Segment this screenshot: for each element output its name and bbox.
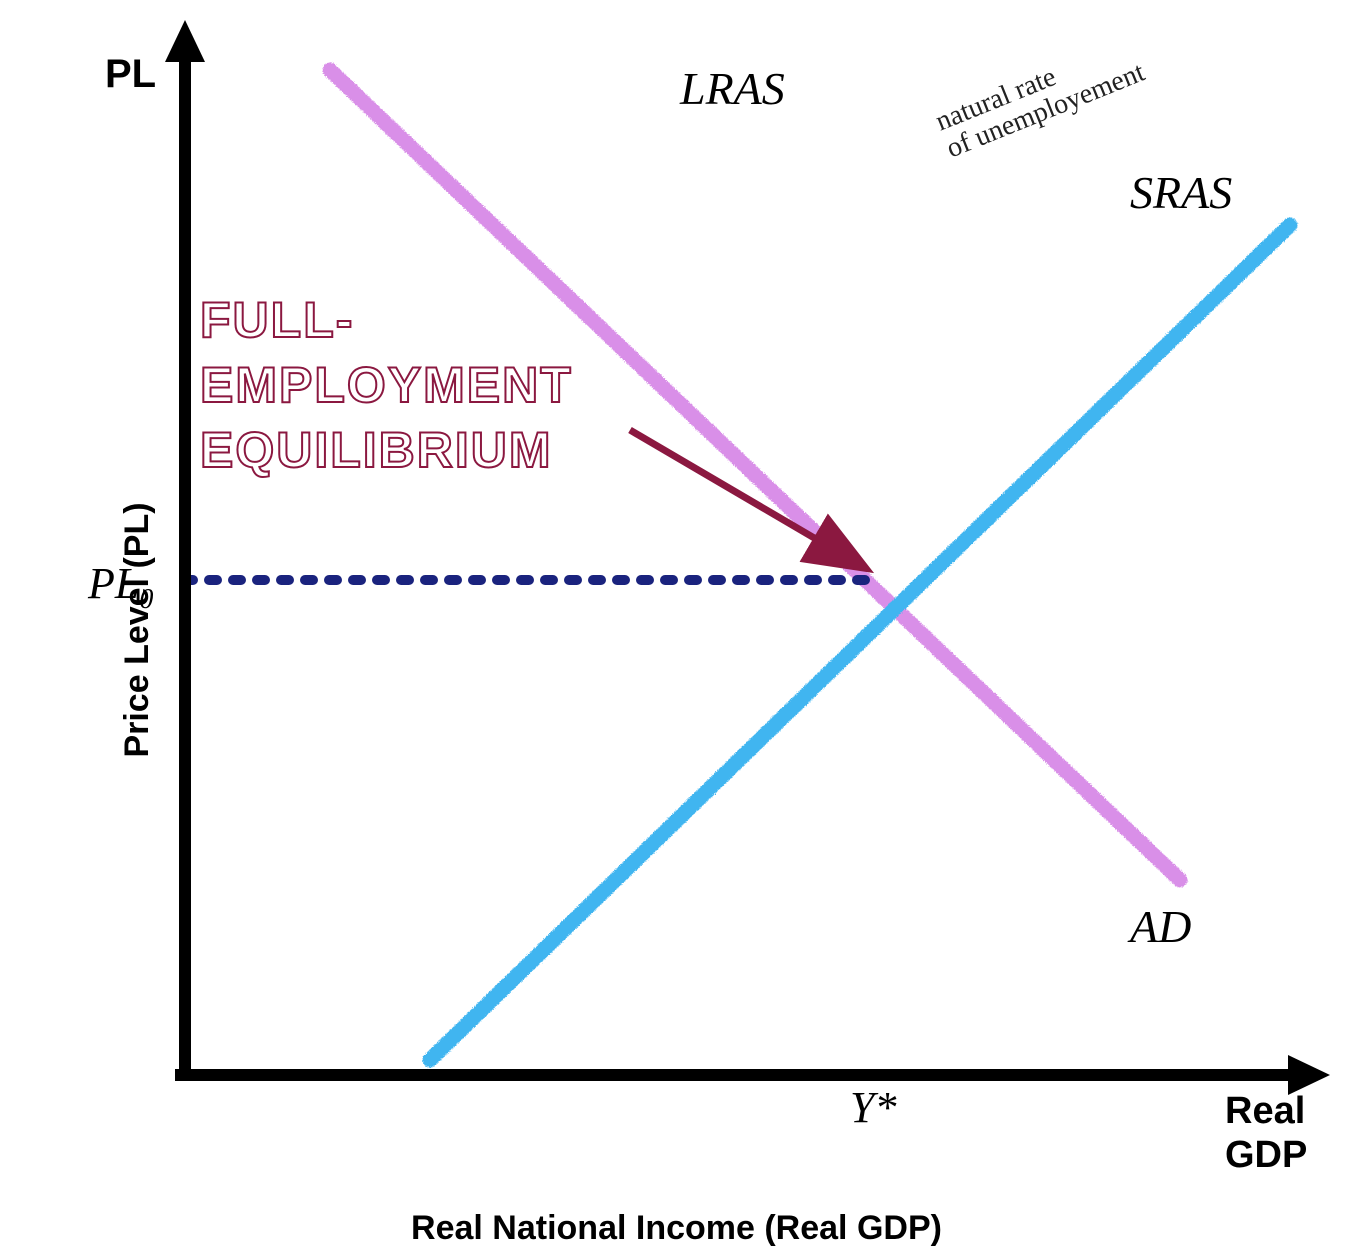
x-axis-short-label: Real GDP (1225, 1090, 1307, 1177)
x-axis-arrow (1288, 1055, 1330, 1095)
y-axis-short-label: PL (105, 52, 156, 97)
sras-label: SRAS (1130, 166, 1232, 219)
full-employment-label: Full- Employment Equilibrium (200, 288, 573, 483)
ad-as-diagram: Price Level (PL) Real National Income (R… (0, 0, 1353, 1260)
y-axis-arrow (165, 20, 205, 62)
x-axis-title: Real National Income (Real GDP) (0, 1209, 1353, 1248)
equilibrium-arrow (630, 430, 862, 566)
lras-label: LRAS (680, 62, 785, 115)
pl0-label: PL0 (88, 558, 153, 616)
ad-label: AD (1130, 900, 1191, 953)
ystar-label: Y* (850, 1082, 896, 1133)
y-axis-title: Price Level (PL) (118, 502, 157, 757)
